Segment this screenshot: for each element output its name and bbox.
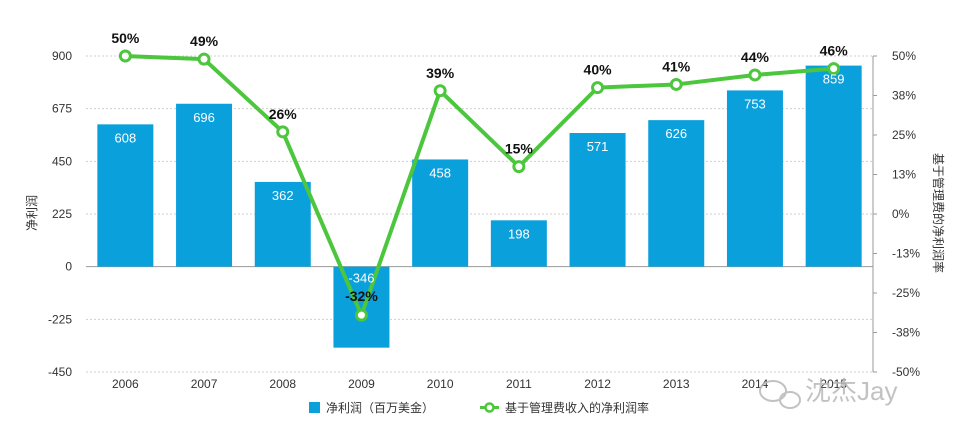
bar-label: 458 xyxy=(429,165,451,180)
line-label: 15% xyxy=(505,141,534,157)
legend-line-label: 基于管理费收入的净利润率 xyxy=(505,400,649,415)
watermark: 沈杰Jay xyxy=(759,376,897,409)
x-tick-label: 2015 xyxy=(820,377,847,391)
bar xyxy=(726,90,783,267)
bar-label: 362 xyxy=(272,188,294,203)
line-marker xyxy=(276,125,290,139)
bar xyxy=(805,65,862,267)
y-right-tick-label: -13% xyxy=(892,247,920,261)
y-left-tick-label: 0 xyxy=(65,260,72,274)
left-axis-ticks: 900 675 450 225 0 -225 -450 xyxy=(48,49,72,379)
line-label: 41% xyxy=(662,58,691,74)
line-label: 40% xyxy=(584,62,613,78)
line-label: 44% xyxy=(741,49,770,65)
y-left-tick-label: -225 xyxy=(48,312,72,326)
bar xyxy=(176,103,233,267)
y-right-tick-label: -50% xyxy=(892,365,920,379)
bar-data-labels: 608 696 362 -346 458 198 571 626 753 859 xyxy=(114,72,844,286)
line-series xyxy=(118,49,841,322)
bar-label: 696 xyxy=(193,110,215,125)
y-left-axis-title: 净利润 xyxy=(25,195,39,231)
wechat-icon xyxy=(759,380,801,409)
x-tick-label: 2006 xyxy=(112,377,139,391)
bar xyxy=(648,120,705,267)
line-label: -32% xyxy=(345,288,378,304)
legend: 净利润（百万美金） 基于管理费收入的净利润率 xyxy=(309,400,649,415)
right-axis-ticks: 50% 38% 25% 13% 0% -13% -25% -38% -50% xyxy=(873,49,920,379)
line-marker xyxy=(354,308,368,322)
line-label: 46% xyxy=(820,43,849,59)
bar-label: 198 xyxy=(508,226,530,241)
bar-label: 608 xyxy=(114,130,136,145)
x-tick-label: 2010 xyxy=(427,377,454,391)
y-right-tick-label: 50% xyxy=(892,49,916,63)
y-left-tick-label: -450 xyxy=(48,365,72,379)
y-left-tick-label: 900 xyxy=(52,49,72,63)
line-marker xyxy=(512,160,526,174)
y-right-tick-label: -25% xyxy=(892,286,920,300)
bar xyxy=(97,124,154,267)
line-marker xyxy=(433,84,447,98)
line-marker xyxy=(748,68,762,82)
line-marker xyxy=(827,62,841,76)
x-tick-label: 2011 xyxy=(506,377,532,391)
y-right-tick-label: 38% xyxy=(892,89,916,103)
bar xyxy=(333,266,390,348)
line-marker xyxy=(669,77,683,91)
watermark-text: 沈杰Jay xyxy=(805,376,897,406)
y-right-tick-label: 13% xyxy=(892,168,916,182)
x-tick-label: 2012 xyxy=(584,377,611,391)
line-data-labels: 50% 49% 26% -32% 39% 15% 40% 41% 44% 46% xyxy=(111,30,848,304)
y-left-tick-label: 225 xyxy=(52,207,72,221)
x-tick-label: 2008 xyxy=(269,377,296,391)
x-axis-ticks: 2006 2007 2008 2009 2010 2011 2012 2013 2014 2015 xyxy=(112,377,847,391)
legend-line-marker xyxy=(484,402,495,413)
line-marker xyxy=(197,52,211,66)
bar xyxy=(569,133,626,267)
bar-label: 753 xyxy=(744,96,766,111)
bar-series xyxy=(97,65,862,348)
legend-bar-label: 净利润（百万美金） xyxy=(326,400,434,415)
bar-label: 571 xyxy=(587,139,609,154)
bar xyxy=(254,181,311,267)
y-left-tick-label: 450 xyxy=(52,154,72,168)
y-right-tick-label: -38% xyxy=(892,326,920,340)
bar xyxy=(412,159,469,267)
y-right-tick-label: 25% xyxy=(892,128,916,142)
line-marker xyxy=(591,81,605,95)
bar-label: 859 xyxy=(823,72,845,87)
x-tick-label: 2013 xyxy=(663,377,690,391)
x-tick-label: 2007 xyxy=(191,377,218,391)
line-label: 26% xyxy=(269,106,298,122)
bar-label: -346 xyxy=(348,271,374,286)
line-label: 50% xyxy=(111,30,140,46)
bar-label: 626 xyxy=(665,126,687,141)
y-left-tick-label: 675 xyxy=(52,102,72,116)
x-tick-label: 2009 xyxy=(348,377,375,391)
y-right-axis-title: 基于管理费的净利润率 xyxy=(931,153,946,273)
line-path xyxy=(125,54,834,318)
legend-bar-swatch xyxy=(309,402,320,413)
line-label: 39% xyxy=(426,65,455,81)
line-label: 49% xyxy=(190,33,219,49)
y-right-tick-label: 0% xyxy=(892,207,910,221)
bar xyxy=(490,220,547,267)
line-marker xyxy=(118,49,132,63)
